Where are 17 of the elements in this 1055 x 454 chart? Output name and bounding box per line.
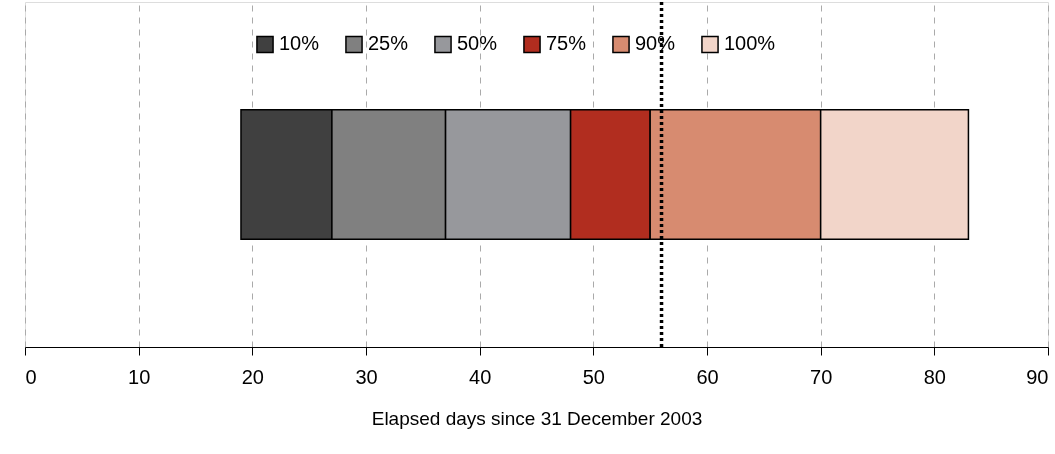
- legend-label: 75%: [546, 32, 587, 55]
- legend-label: 25%: [368, 32, 409, 55]
- x-tick-label: 50: [582, 365, 605, 388]
- legend-label: 10%: [279, 32, 320, 55]
- x-tick-label: 30: [355, 365, 378, 388]
- x-tick-label: 70: [810, 365, 833, 388]
- legend-label: 100%: [724, 32, 776, 55]
- x-tick-label: 10: [128, 365, 151, 388]
- legend-label: 50%: [457, 32, 498, 55]
- x-tick-label: 90: [1026, 365, 1049, 388]
- x-tick-label: 0: [25, 365, 37, 388]
- x-axis-title: Elapsed days since 31 December 2003: [371, 407, 703, 429]
- x-tick-label: 20: [241, 365, 264, 388]
- legend-label: 90%: [635, 32, 676, 55]
- x-tick-label: 80: [923, 365, 946, 388]
- x-tick-label: 60: [696, 365, 719, 388]
- x-tick-label: 40: [469, 365, 492, 388]
